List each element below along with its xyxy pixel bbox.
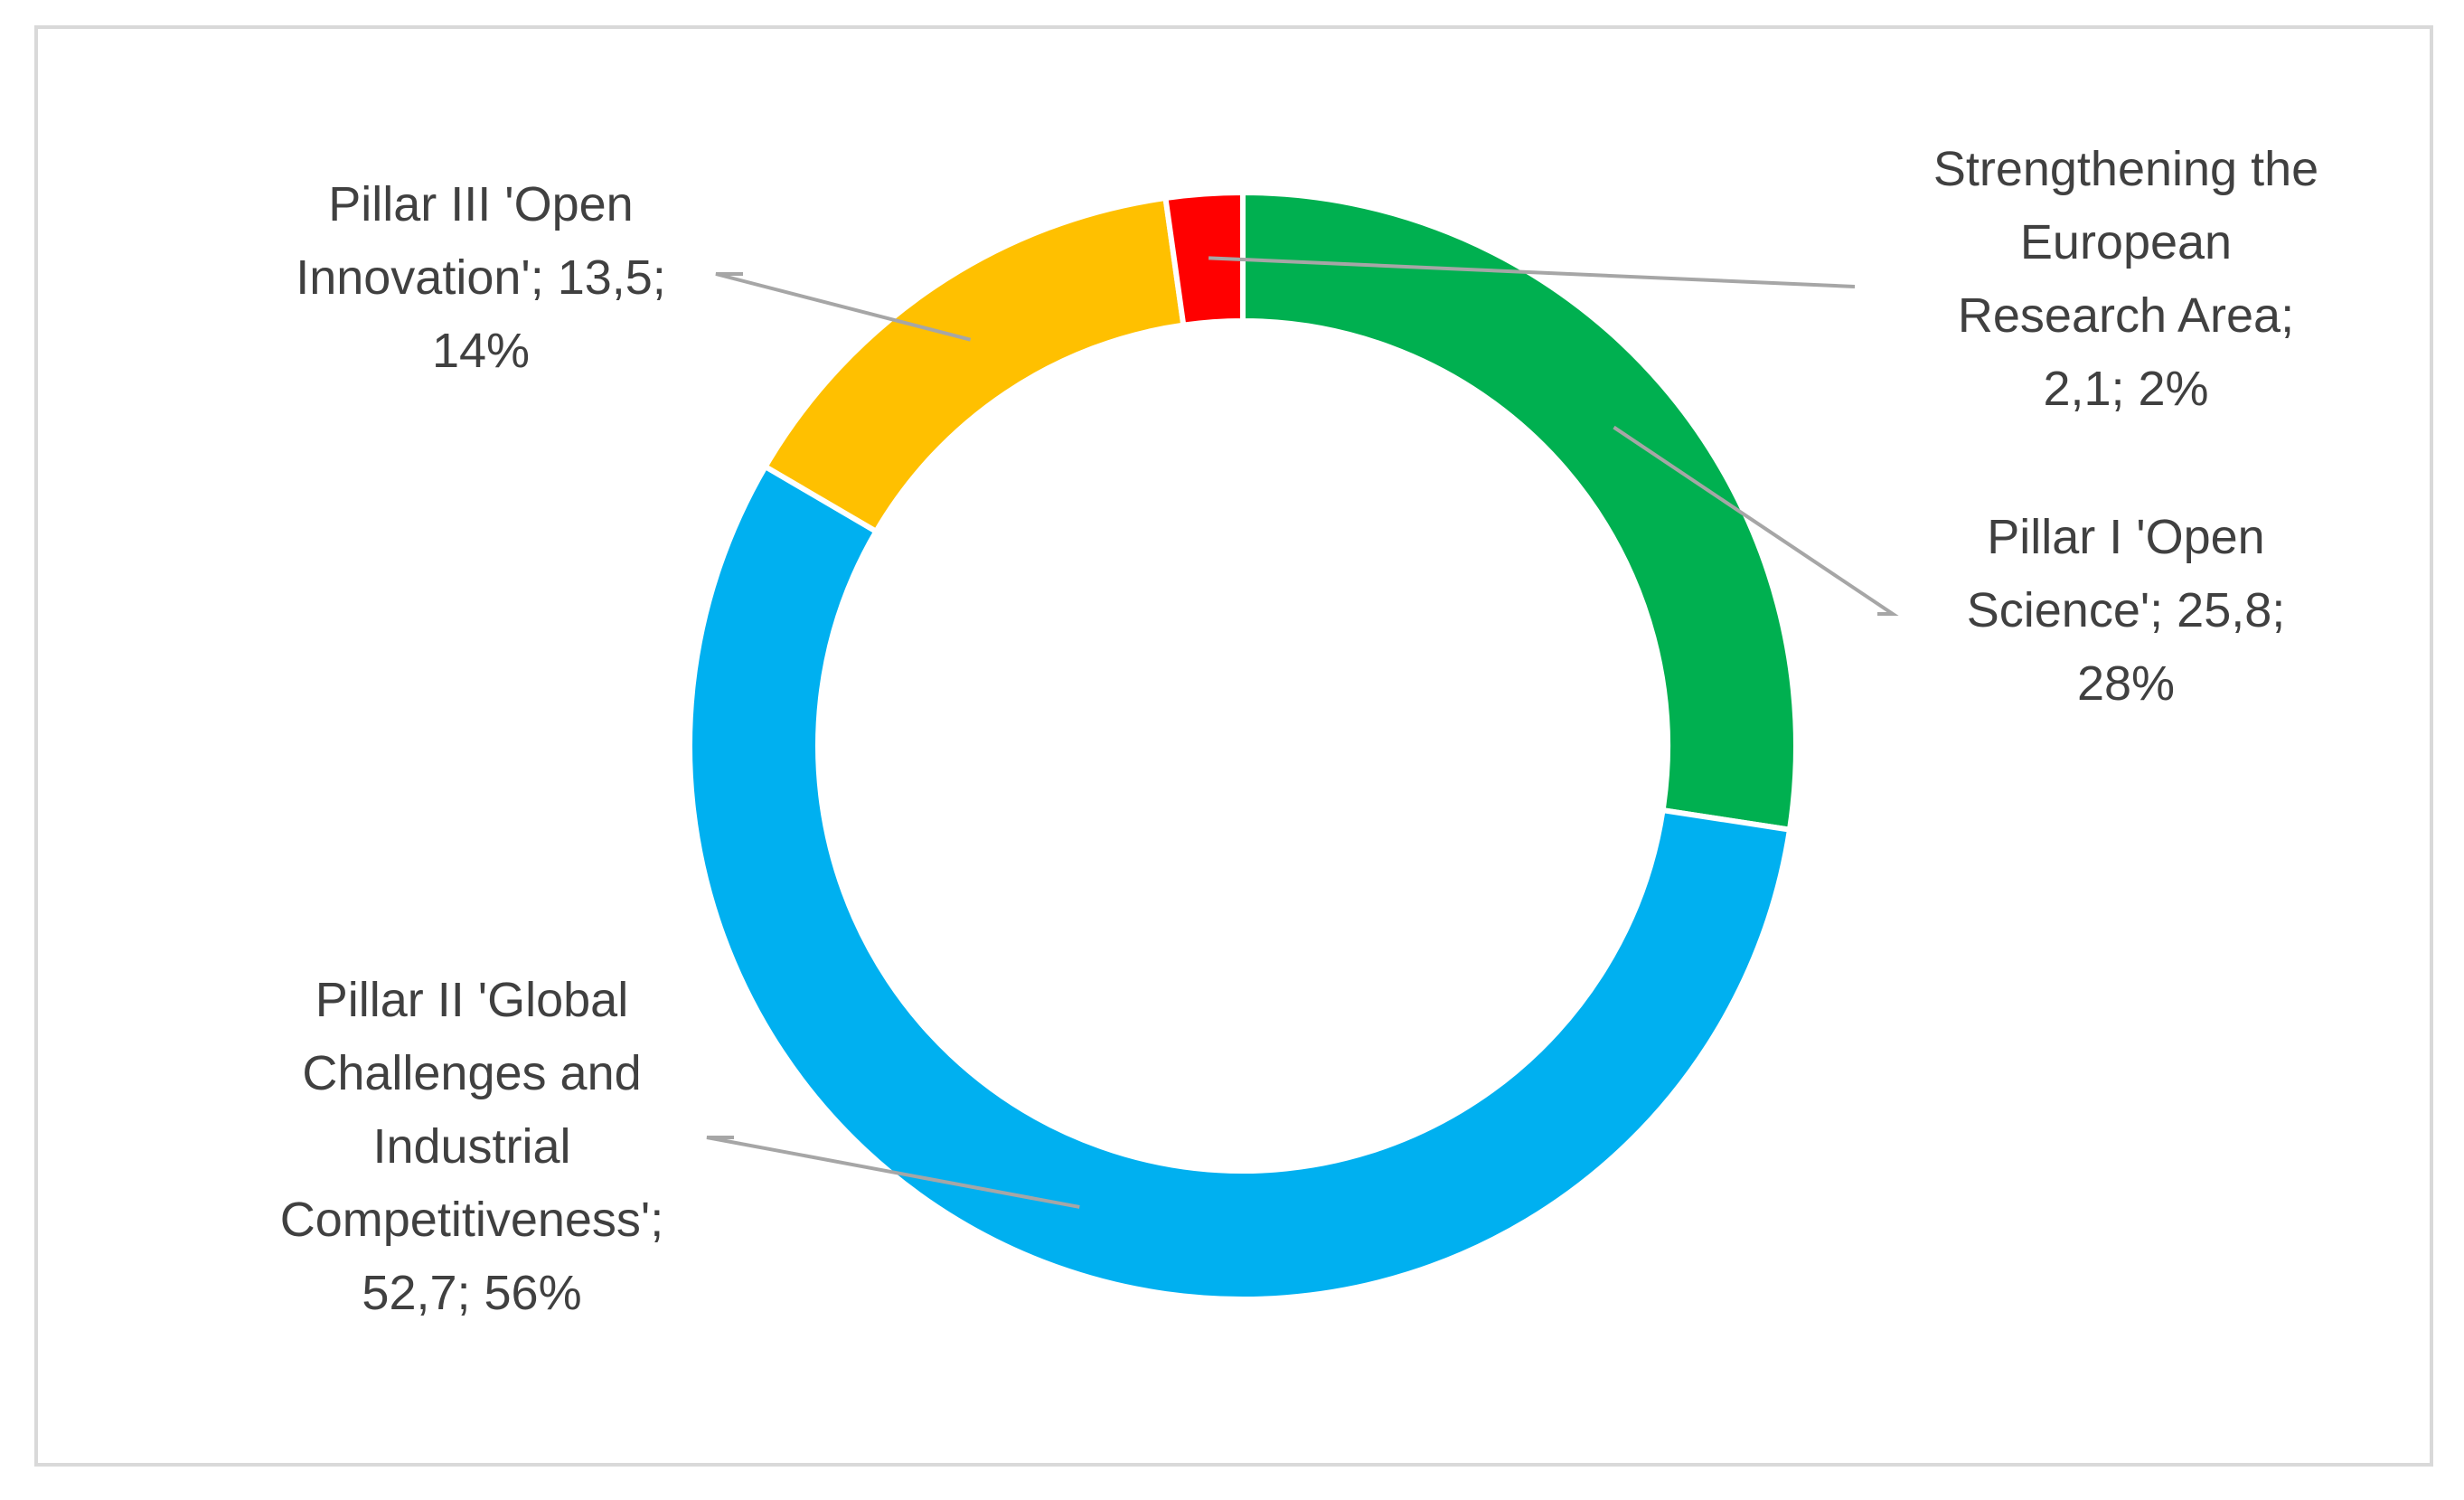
slice-era	[1162, 189, 1246, 329]
leader-lines	[706, 256, 1899, 1209]
label-pillar-1: Pillar I 'Open Science'; 25,8; 28%	[1966, 510, 2286, 711]
label-era: Strengthening the European Research Area…	[1933, 142, 2319, 416]
slice-pillar-2	[687, 462, 1793, 1302]
leader-pillar-1	[1613, 425, 1899, 616]
doughnut-chart	[687, 189, 1899, 1302]
leader-era	[1208, 256, 1856, 288]
leader-pillar-2	[706, 1136, 1080, 1209]
slice-pillar-1	[1240, 189, 1799, 834]
label-pillar-3: Pillar III 'Open Innovation'; 13,5; 14%	[296, 177, 666, 378]
slice-pillar-3	[761, 194, 1187, 535]
leader-pillar-3	[715, 272, 972, 342]
slices	[687, 189, 1799, 1302]
chart-frame: Pillar I 'Open Science'; 25,8; 28% Pilla…	[34, 25, 2433, 1467]
label-pillar-2: Pillar II 'Global Challenges and Industr…	[279, 973, 664, 1320]
